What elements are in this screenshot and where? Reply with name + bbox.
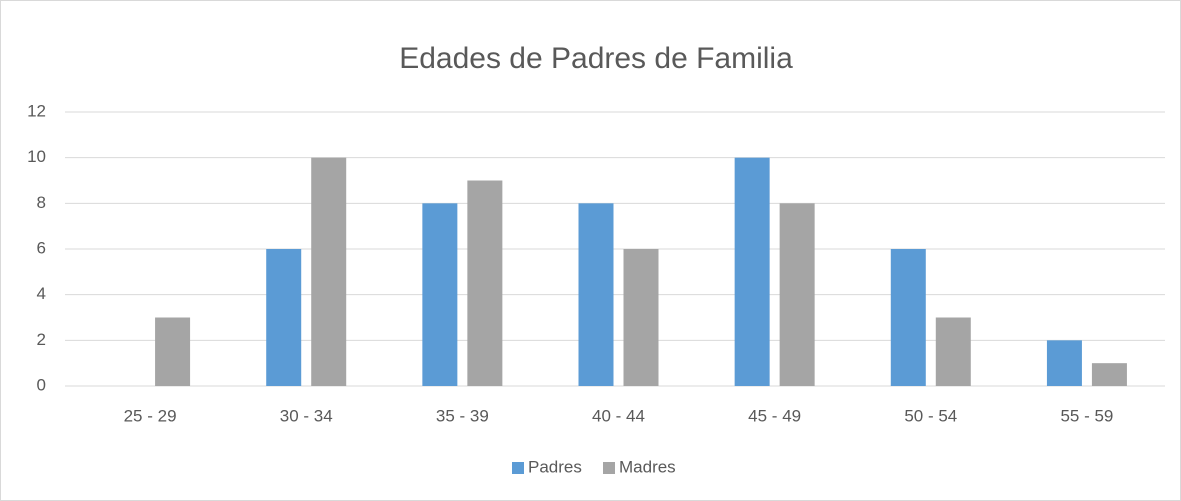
x-tick-label: 35 - 39	[436, 406, 489, 425]
bar	[155, 317, 191, 386]
chart-title: Edades de Padres de Familia	[399, 42, 793, 75]
bar	[1046, 340, 1082, 386]
legend-label: Madres	[619, 457, 676, 476]
legend-swatch	[512, 462, 524, 474]
bar	[935, 317, 971, 386]
legend-label: Padres	[528, 457, 582, 476]
bar	[779, 203, 815, 386]
x-tick-label: 45 - 49	[748, 406, 801, 425]
y-tick-label: 12	[27, 101, 46, 120]
y-tick-label: 2	[37, 330, 46, 349]
x-tick-label: 30 - 34	[280, 406, 333, 425]
x-tick-label: 55 - 59	[1060, 406, 1113, 425]
bar	[734, 157, 770, 386]
legend-swatch	[603, 462, 615, 474]
x-tick-label: 40 - 44	[592, 406, 645, 425]
y-tick-label: 0	[37, 375, 46, 394]
y-tick-label: 8	[37, 193, 46, 212]
x-tick-label: 25 - 29	[124, 406, 177, 425]
bar	[311, 157, 347, 386]
bar	[467, 180, 503, 386]
y-tick-label: 6	[37, 238, 46, 257]
bar	[578, 203, 614, 386]
bar	[422, 203, 458, 386]
bar	[1091, 363, 1127, 386]
bar	[623, 249, 659, 386]
x-tick-label: 50 - 54	[904, 406, 957, 425]
y-tick-label: 4	[37, 284, 46, 303]
bar	[890, 249, 926, 386]
bar	[266, 249, 302, 386]
y-tick-label: 10	[27, 147, 46, 166]
